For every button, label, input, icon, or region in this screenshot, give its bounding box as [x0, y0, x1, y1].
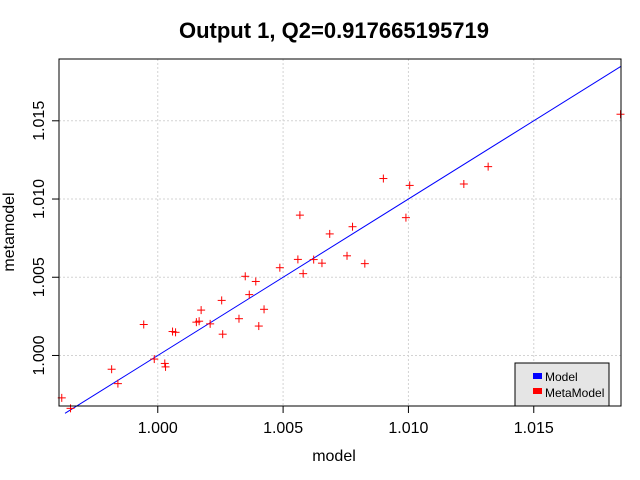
legend-label-metamodel: MetaModel: [545, 386, 604, 400]
metamodel-point: [295, 211, 304, 220]
metamodel-point: [317, 259, 326, 268]
y-tick-label: 1.015: [31, 101, 48, 141]
metamodel-point: [325, 229, 334, 238]
metamodel-point: [197, 306, 206, 315]
grid: [59, 59, 621, 406]
metamodel-point: [218, 330, 227, 339]
metamodel-point: [343, 251, 352, 260]
metamodel-point: [299, 269, 308, 278]
legend-swatch-model: [533, 373, 542, 379]
y-axis-label: metamodel: [1, 192, 18, 271]
metamodel-point: [405, 181, 414, 190]
metamodel-point: [217, 296, 226, 305]
legend-box: [514, 362, 610, 407]
metamodel-point: [161, 362, 170, 371]
model-line: [64, 65, 622, 414]
y-tick-label: 1.000: [31, 335, 48, 375]
metamodel-point: [113, 379, 122, 388]
metamodel-point: [245, 290, 254, 299]
metamodel-point: [254, 322, 263, 331]
metamodel-point: [234, 314, 243, 323]
x-axis-label: model: [312, 448, 356, 465]
metamodel-point: [171, 328, 180, 337]
plot-frame: [58, 58, 622, 407]
metamodel-point: [616, 110, 625, 119]
metamodel-point: [107, 365, 116, 374]
metamodel-point: [260, 305, 269, 314]
y-tick-label: 1.010: [31, 179, 48, 219]
metamodel-point: [150, 355, 159, 364]
metamodel-point: [275, 263, 284, 272]
metamodel-point: [160, 359, 169, 368]
model-line-layer: [64, 65, 622, 414]
x-tick-label: 1.010: [388, 420, 428, 437]
y-axis: 1.000 1.005 1.010 1.015: [31, 101, 59, 375]
legend: Model MetaModel: [514, 362, 610, 407]
legend-swatch-metamodel: [533, 388, 542, 394]
x-axis: 1.000 1.005 1.010 1.015: [138, 406, 554, 437]
x-tick-label: 1.015: [514, 420, 554, 437]
metamodel-point: [459, 180, 468, 189]
metamodel-point: [206, 319, 215, 328]
chart-title: Output 1, Q2=0.917665195719: [179, 18, 489, 43]
metamodel-point: [139, 320, 148, 329]
legend-label-model: Model: [545, 370, 578, 384]
metamodel-point: [360, 259, 369, 268]
metamodel-point: [348, 222, 357, 231]
metamodel-point: [309, 255, 318, 264]
metamodel-point: [241, 272, 250, 281]
y-tick-label: 1.005: [31, 257, 48, 297]
metamodel-point: [379, 174, 388, 183]
x-tick-label: 1.000: [138, 420, 178, 437]
metamodel-point: [401, 213, 410, 222]
metamodel-point: [484, 162, 493, 171]
metamodel-point: [195, 317, 204, 326]
metamodel-point: [251, 277, 260, 286]
x-tick-label: 1.005: [263, 420, 303, 437]
metamodel-point: [293, 255, 302, 264]
